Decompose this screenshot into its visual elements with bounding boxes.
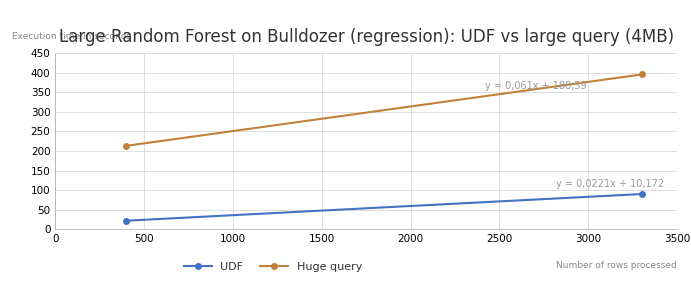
Legend: UDF, Huge query: UDF, Huge query xyxy=(179,258,367,277)
Text: y = 0,0221x + 10,172: y = 0,0221x + 10,172 xyxy=(556,179,665,189)
Text: Number of rows processed: Number of rows processed xyxy=(556,261,677,270)
Text: Execution time in seconds: Execution time in seconds xyxy=(12,32,131,41)
Text: y = 0,061x + 188,59: y = 0,061x + 188,59 xyxy=(485,81,587,91)
Title: Large Random Forest on Bulldozer (regression): UDF vs large query (4MB): Large Random Forest on Bulldozer (regres… xyxy=(59,28,674,46)
